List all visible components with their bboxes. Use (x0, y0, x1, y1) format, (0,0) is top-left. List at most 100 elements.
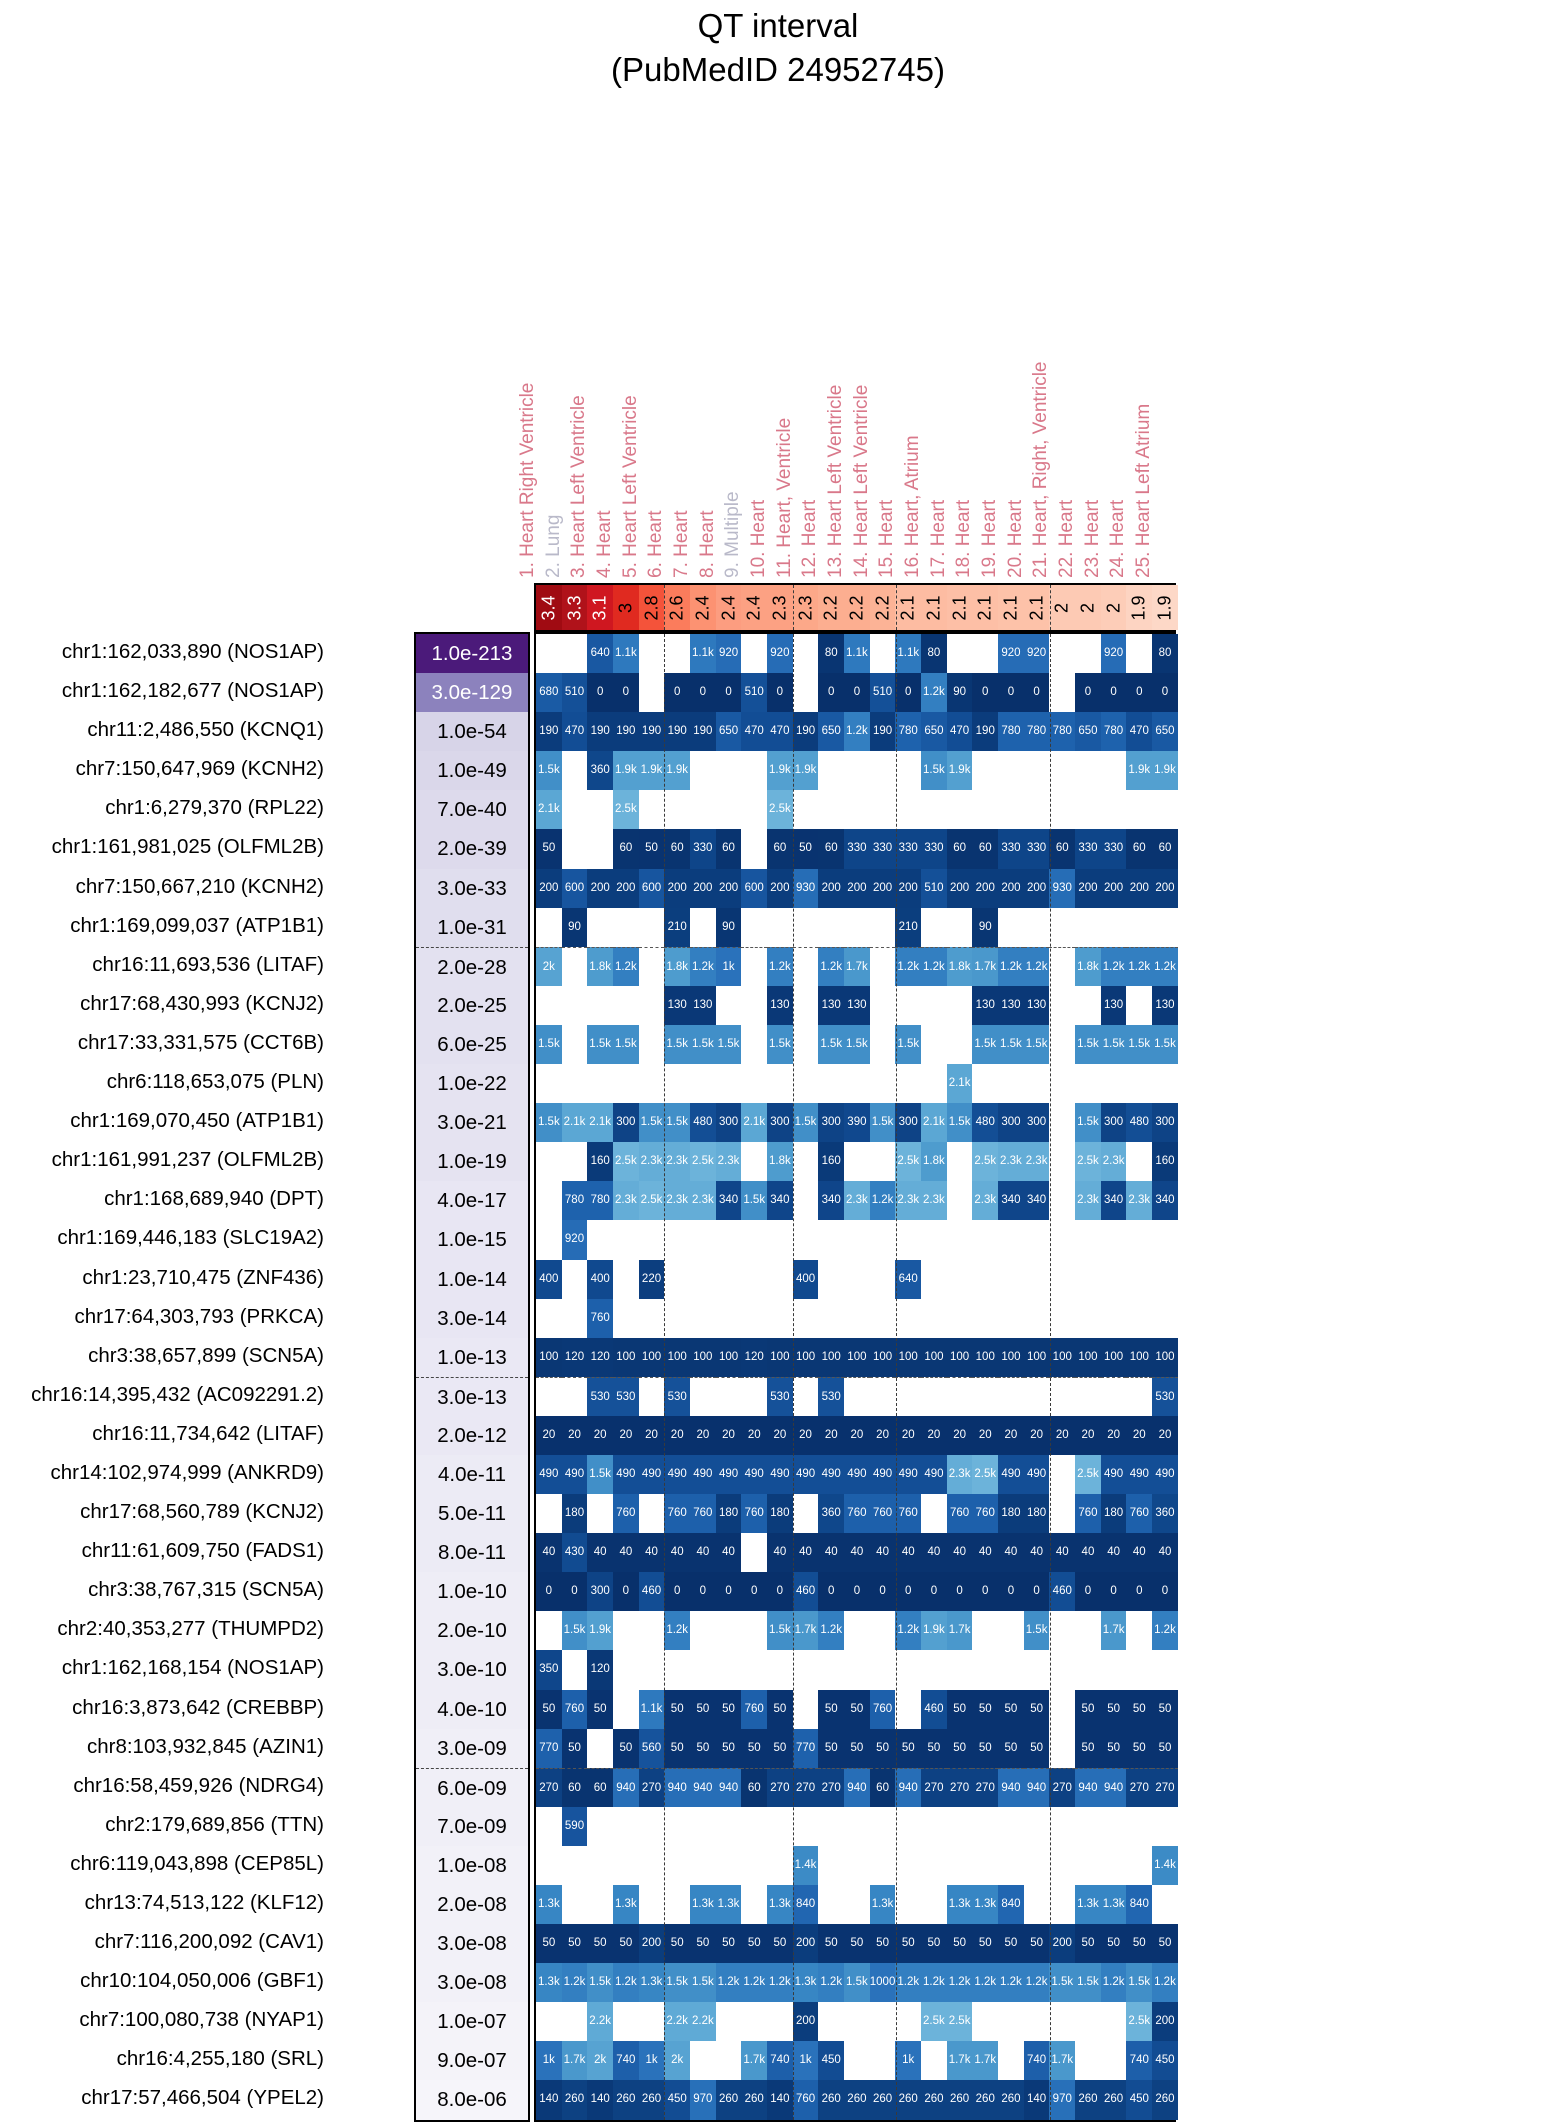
heatmap-cell-empty (1049, 1885, 1076, 1925)
heatmap-cell: 1.5k (587, 1454, 614, 1495)
heatmap-cell: 360 (587, 751, 614, 791)
score-value: 2.1 (923, 594, 944, 621)
column-label-text: 3. Heart Left Ventricle (568, 395, 590, 578)
heatmap-cell: 450 (1152, 2041, 1178, 2081)
heatmap-cell-empty (869, 1024, 896, 1065)
heatmap-cell: 1.3k (536, 1963, 562, 2003)
heatmap-cell-empty (1075, 2002, 1101, 2042)
column-label-text: 12. Heart (799, 499, 821, 578)
heatmap-cell-empty (972, 634, 999, 674)
heatmap-cell: 2.5k (895, 1142, 922, 1182)
heatmap-cell-empty (741, 1064, 768, 1104)
heatmap-cell-empty (561, 985, 588, 1025)
heatmap-cell: 260 (613, 2080, 639, 2120)
heatmap-cell: 50 (690, 1689, 716, 1729)
score-cell-2: 3.3 (561, 585, 588, 630)
heatmap-cell-empty (664, 634, 691, 674)
heatmap-cell: 560 (638, 1728, 665, 1768)
heatmap-cell: 200 (869, 868, 896, 908)
heatmap-cell-empty (587, 790, 614, 830)
heatmap-cell-empty (818, 1885, 845, 1925)
heatmap-cell-empty (998, 1376, 1024, 1416)
heatmap-cell-empty (1049, 1064, 1076, 1104)
heatmap-cell-empty (741, 1806, 768, 1846)
heatmap-cell: 50 (715, 1689, 742, 1729)
heatmap-cell-empty (998, 790, 1024, 830)
heatmap-cell: 140 (536, 2080, 562, 2120)
heatmap-cell: 1.2k (1100, 946, 1127, 986)
heatmap-cell-empty (561, 829, 588, 869)
heatmap-cell: 1.2k (1126, 946, 1153, 986)
heatmap-cell: 1.3k (946, 1885, 973, 1925)
heatmap-cell: 50 (946, 1924, 973, 1964)
heatmap-cell-empty (715, 1376, 742, 1416)
heatmap-row: 140 260 140 260 260 450 970 260 260 140 760 260 260 2… (536, 2080, 1178, 2120)
heatmap-cell-empty (741, 1533, 768, 1573)
heatmap-cell-empty (946, 1845, 973, 1885)
column-score-scale-row: 3.4 3.3 3.1 3 2.8 2.6 2.4 2.4 2.4 2.3 2.3 2.2 2.2 2.2… (534, 583, 1178, 632)
heatmap-cell: 180 (715, 1494, 742, 1534)
heatmap-row: 160 2.5k 2.3k 2.3k 2.5k 2.3k 1.8k 160 2.5k 1.8k 2.… (536, 1142, 1178, 1182)
heatmap-cell: 20 (792, 1415, 819, 1455)
heatmap-cell: 0 (895, 673, 922, 713)
score-cell-24: 1.9 (1126, 585, 1153, 630)
heatmap-cell: 1.9k (792, 751, 819, 791)
heatmap-cell: 920 (1023, 634, 1050, 674)
heatmap-cell-empty (869, 1142, 896, 1182)
heatmap-cell-empty (869, 985, 896, 1025)
heatmap-cell: 650 (1075, 712, 1101, 752)
heatmap-row: 680 510 0 0 0 0 0 510 0 0 0 510 0 1.2k 90 0 0 0 0 0 0 0 (536, 673, 1178, 713)
heatmap-cell: 490 (767, 1454, 793, 1495)
heatmap-cell: 260 (561, 2080, 588, 2120)
row-label: chr16:11,734,642 (LITAF) (92, 1421, 324, 1445)
heatmap-cell: 1.1k (638, 1689, 665, 1729)
heatmap-cell-empty (869, 1220, 896, 1260)
heatmap-cell-empty (895, 1064, 922, 1104)
pvalue-cell: 1.0e-10 (416, 1572, 528, 1612)
heatmap-cell: 530 (818, 1376, 845, 1416)
heatmap-cell: 20 (715, 1415, 742, 1455)
heatmap-cell: 50 (767, 1689, 793, 1729)
heatmap-cell: 50 (587, 1689, 614, 1729)
heatmap-cell: 970 (1049, 2080, 1076, 2120)
heatmap-cell: 1.5k (536, 1024, 562, 1065)
pvalue-cell: 6.0e-09 (416, 1767, 528, 1807)
heatmap-cell: 20 (1100, 1415, 1127, 1455)
heatmap-cell-empty (715, 1259, 742, 1299)
heatmap-cell: 840 (1126, 1885, 1153, 1925)
heatmap-cell-empty (895, 2002, 922, 2042)
heatmap-cell: 1.2k (613, 946, 639, 986)
column-label-text: 10. Heart (747, 499, 769, 578)
heatmap-cell: 1.2k (741, 1963, 768, 2003)
heatmap-cell: 1.7k (561, 2041, 588, 2081)
heatmap-cell-empty (792, 1220, 819, 1260)
heatmap-cell: 780 (1049, 712, 1076, 752)
heatmap-row: 190 470 190 190 190 190 190 650 470 470 190 650 1.2k… (536, 712, 1178, 752)
heatmap-cell-empty (792, 1298, 819, 1338)
heatmap-cell: 100 (972, 1337, 999, 1377)
score-cell-10: 2.3 (767, 585, 793, 630)
heatmap-cell: 1k (715, 946, 742, 986)
heatmap-cell-empty (741, 1220, 768, 1260)
heatmap-cell-empty (1075, 1259, 1101, 1299)
heatmap-cell: 1.9k (1152, 751, 1178, 791)
heatmap-cell-empty (869, 1259, 896, 1299)
heatmap-cell: 60 (741, 1767, 768, 1807)
heatmap-cell: 1.5k (869, 1103, 896, 1143)
heatmap-cell-empty (638, 790, 665, 830)
heatmap-cell: 1.5k (1152, 1024, 1178, 1065)
row-label: chr1:161,981,025 (OLFML2B) (51, 835, 324, 859)
score-cell-11: 2.3 (792, 585, 819, 630)
heatmap-cell-empty (690, 1376, 716, 1416)
pvalue-cell: 3.0e-10 (416, 1650, 528, 1690)
column-label-text: 9. Multiple (722, 491, 744, 578)
column-label-text: 11. Heart, Ventricle (773, 417, 795, 578)
heatmap-cell-empty (587, 1885, 614, 1925)
heatmap-cell-empty (741, 1376, 768, 1416)
heatmap-cell-empty (664, 1259, 691, 1299)
heatmap-cell: 50 (741, 1924, 768, 1964)
heatmap-cell: 1.3k (690, 1885, 716, 1925)
heatmap-cell: 780 (895, 712, 922, 752)
heatmap-cell: 2k (536, 946, 562, 986)
heatmap-cell-empty (895, 1650, 922, 1690)
